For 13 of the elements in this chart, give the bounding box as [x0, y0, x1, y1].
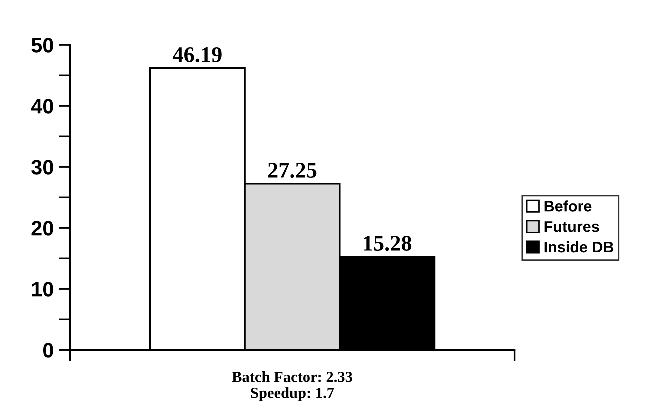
legend-label: Futures	[544, 222, 600, 232]
data-label: 27.25	[268, 163, 317, 178]
y-tick-label: 30	[32, 160, 54, 175]
data-label: 15.28	[364, 236, 412, 252]
data-label: 46.19	[172, 48, 222, 63]
y-tick-label: 0	[43, 343, 54, 358]
y-tick-label: 40	[31, 99, 54, 114]
legend-label: Before	[544, 200, 592, 212]
y-tick-label: 20	[32, 221, 54, 236]
y-tick-label: 50	[32, 38, 54, 53]
x-axis-title: Batch Factor: 2.33 Speedup: 1.7	[232, 372, 352, 402]
y-tick-label: 10	[32, 282, 54, 297]
legend-label: Inside DB	[544, 241, 614, 253]
